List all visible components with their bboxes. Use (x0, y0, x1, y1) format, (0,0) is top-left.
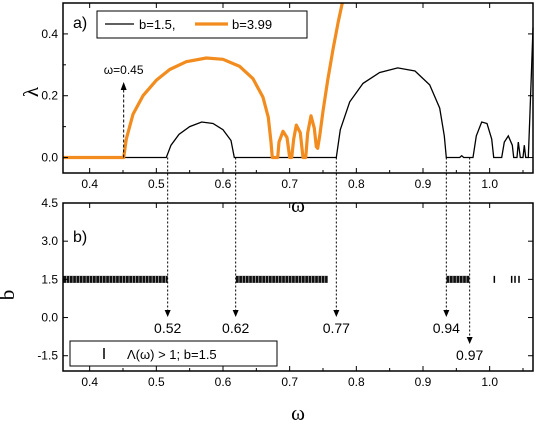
x-tick-label-b: 0.8 (348, 375, 365, 389)
legend-a: b=1.5, b=3.99 (96, 10, 308, 39)
legend-label-b3.99: b=3.99 (232, 17, 272, 32)
legend-b: Λ(ω) > 1; b=1.5 (69, 340, 278, 367)
x-tick-label-b: 0.6 (215, 375, 232, 389)
x-tick-label-a: 1.0 (481, 177, 498, 191)
omega-annotation-label: ω=0.45 (104, 63, 144, 77)
y-tick-label-b: 3.0 (41, 234, 58, 248)
y-tick-label-b: 4.5 (41, 196, 58, 210)
b-interval-band (63, 275, 168, 283)
x-tick-label-a: 0.9 (415, 177, 432, 191)
x-tick-label-b: 1.0 (481, 375, 498, 389)
panel-a: 0.4 0.5 0.6 0.7 0.8 0.9 1.0 0.0 0.2 0.4 a) ω λ b… (19, 2, 534, 217)
y-tick-label-a: 0.2 (41, 89, 58, 103)
y-tick-label-b: 1.5 (41, 272, 58, 286)
y-tick-label-b: 0.0 (41, 311, 58, 325)
legend-label-b: Λ(ω) > 1; b=1.5 (127, 347, 217, 362)
omega-arrowhead (120, 82, 127, 90)
connector-arrowhead (443, 310, 450, 317)
y-axis-title-a: λ (19, 86, 43, 97)
x-tick-label-a: 0.4 (81, 177, 98, 191)
connector-label: 0.97 (456, 347, 483, 363)
connector-arrowhead (164, 310, 171, 317)
legend-label-b1.5: b=1.5, (139, 17, 176, 32)
connector-arrowhead (333, 310, 340, 317)
x-tick-label-a: 0.5 (148, 177, 165, 191)
series-line-b1.5 (63, 27, 534, 159)
panel-label-b: b) (73, 229, 87, 246)
connector-label: 0.94 (433, 320, 460, 336)
b-interval-band (446, 275, 470, 283)
panel-b: 0.4 0.5 0.6 0.7 0.8 0.9 1.0 4.5 3.0 1.5 0.0 -1.5 b… (0, 196, 534, 425)
x-tick-label-b: 0.4 (81, 375, 98, 389)
y-axis-title-b: b (0, 290, 19, 301)
boundary-connectors: 0.52 0.62 0.77 0.94 0.97 (154, 157, 484, 363)
panel-label-a: a) (73, 15, 87, 32)
y-tick-label-a: 0.4 (41, 27, 58, 41)
connector-arrowhead (232, 310, 239, 317)
connector-label: 0.77 (323, 320, 350, 336)
x-tick-label-b: 0.5 (148, 375, 165, 389)
connector-arrowhead (466, 337, 473, 344)
x-tick-label-a: 0.8 (348, 177, 365, 191)
connector-label: 0.62 (222, 320, 249, 336)
x-axis-title-b: ω (291, 401, 305, 425)
x-tick-label-a: 0.7 (281, 177, 298, 191)
series-line-b3.99 (63, 2, 344, 160)
x-tick-label-b: 0.9 (415, 375, 432, 389)
x-tick-label-a: 0.6 (215, 177, 232, 191)
plot-frame-a (62, 2, 534, 174)
connector-label: 0.52 (154, 320, 181, 336)
plot-frame-b (62, 202, 534, 372)
omega-annotation: ω=0.45 (104, 63, 144, 158)
y-tick-label-a: 0.0 (41, 151, 58, 165)
x-axis-title-a: ω (291, 193, 305, 217)
x-tick-label-b: 0.7 (281, 375, 298, 389)
y-tick-label-b: -1.5 (37, 349, 58, 363)
